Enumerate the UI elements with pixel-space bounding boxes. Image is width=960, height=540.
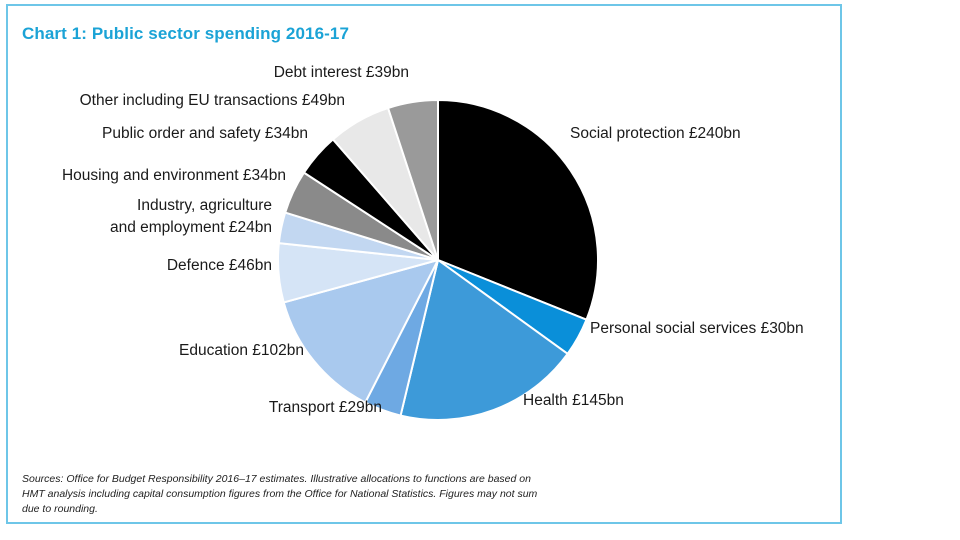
source-line: HMT analysis including capital consumpti… [22, 488, 538, 500]
chart-title: Chart 1: Public sector spending 2016-17 [22, 24, 349, 43]
slice-label: Other including EU transactions £49bn [80, 92, 345, 109]
chart-frame: Chart 1: Public sector spending 2016-17 … [6, 4, 842, 524]
source-note: Sources: Office for Budget Responsibilit… [22, 472, 662, 517]
slice-label: Social protection £240bn [570, 125, 741, 142]
slice-label: Public order and safety £34bn [102, 125, 308, 142]
slice-label: Industry, agriculture and employment £24b… [110, 197, 272, 236]
slice-label: Education £102bn [179, 342, 304, 359]
slice-label: Defence £46bn [167, 257, 272, 274]
slice-label: Personal social services £30bn [590, 320, 804, 337]
slice-label: Transport £29bn [269, 399, 382, 416]
slice-label: Debt interest £39bn [274, 64, 409, 81]
pie-outline [277, 99, 599, 421]
slice-label: Health £145bn [523, 392, 624, 409]
slice-label: Housing and environment £34bn [62, 167, 286, 184]
source-line: Sources: Office for Budget Responsibilit… [22, 473, 531, 485]
source-line: due to rounding. [22, 503, 98, 515]
pie-chart: Social protection £240bn Personal social … [62, 64, 804, 421]
